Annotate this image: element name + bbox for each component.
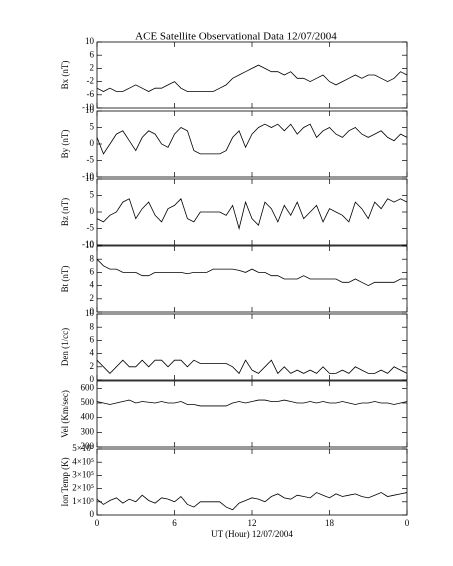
- y-tick-label: -10: [82, 171, 94, 181]
- y-axis-label: Vel (Km/sec): [60, 390, 70, 438]
- data-line: [96, 399, 408, 407]
- y-tick-label: 5: [90, 190, 95, 200]
- y-tick-label: 2×10⁵: [72, 483, 94, 493]
- y-tick-label: 4×10⁵: [72, 456, 94, 466]
- data-line: [96, 359, 408, 375]
- y-tick-label: -10: [82, 239, 94, 249]
- chart-title: ACE Satellite Observational Data 12/07/2…: [135, 31, 337, 43]
- y-tick-label: 0: [90, 138, 95, 148]
- y-tick-label: 400: [81, 412, 95, 422]
- y-tick-label: 10: [85, 308, 95, 318]
- y-tick-label: -5: [87, 223, 95, 233]
- y-tick-label: 0: [90, 374, 95, 384]
- y-tick-label: 10: [85, 173, 95, 183]
- y-tick-label: -5: [87, 155, 95, 165]
- y-tick-label: 8: [90, 253, 95, 263]
- y-axis-label: Den (1/cc): [60, 328, 70, 366]
- y-tick-label: 6: [90, 334, 95, 344]
- data-line: [96, 198, 408, 231]
- x-tick-label: 0: [95, 518, 100, 528]
- y-tick-label: 1×10⁵: [72, 496, 94, 506]
- y-axis-label: Bz (nT): [60, 198, 70, 226]
- y-axis-label: Ion Temp (K): [60, 457, 70, 506]
- y-tick-label: 4: [90, 348, 95, 358]
- y-tick-label: 600: [81, 382, 95, 392]
- y-tick-label: 0: [90, 206, 95, 216]
- data-line: [96, 123, 408, 155]
- y-tick-label: 10: [85, 240, 95, 250]
- data-line: [96, 492, 408, 511]
- x-tick-label: 0: [405, 518, 410, 528]
- y-tick-label: 10: [85, 105, 95, 115]
- x-tick-label: 18: [325, 518, 335, 528]
- y-axis-label: By (nT): [60, 130, 70, 159]
- x-axis-label: UT (Hour) 12/07/2004: [211, 529, 293, 539]
- y-tick-label: 5×10⁵: [72, 443, 94, 453]
- y-tick-label: 2: [90, 361, 95, 371]
- x-tick-label: 12: [248, 518, 257, 528]
- y-tick-label: 6: [90, 49, 95, 59]
- y-tick-label: -10: [82, 102, 94, 112]
- y-tick-label: 2: [90, 293, 95, 303]
- y-axis-label: Bx (nT): [60, 61, 70, 90]
- y-tick-label: 500: [81, 397, 95, 407]
- y-tick-label: 300: [81, 426, 95, 436]
- y-tick-label: 6: [90, 266, 95, 276]
- y-axis-label: Bt (nT): [60, 266, 70, 293]
- y-tick-label: 4: [90, 280, 95, 290]
- y-tick-label: 5: [90, 122, 95, 132]
- y-tick-label: 10: [85, 36, 95, 46]
- y-tick-label: 0: [90, 306, 95, 316]
- y-tick-label: 0: [90, 509, 95, 519]
- y-tick-label: 200: [81, 441, 95, 451]
- y-tick-label: 8: [90, 321, 95, 331]
- y-tick-label: 3×10⁵: [72, 469, 94, 479]
- y-tick-label: -6: [87, 89, 95, 99]
- data-line: [96, 258, 407, 287]
- y-tick-label: -2: [87, 76, 95, 86]
- y-tick-label: 2: [90, 62, 95, 72]
- data-line: [96, 64, 408, 92]
- x-tick-label: 6: [172, 518, 177, 528]
